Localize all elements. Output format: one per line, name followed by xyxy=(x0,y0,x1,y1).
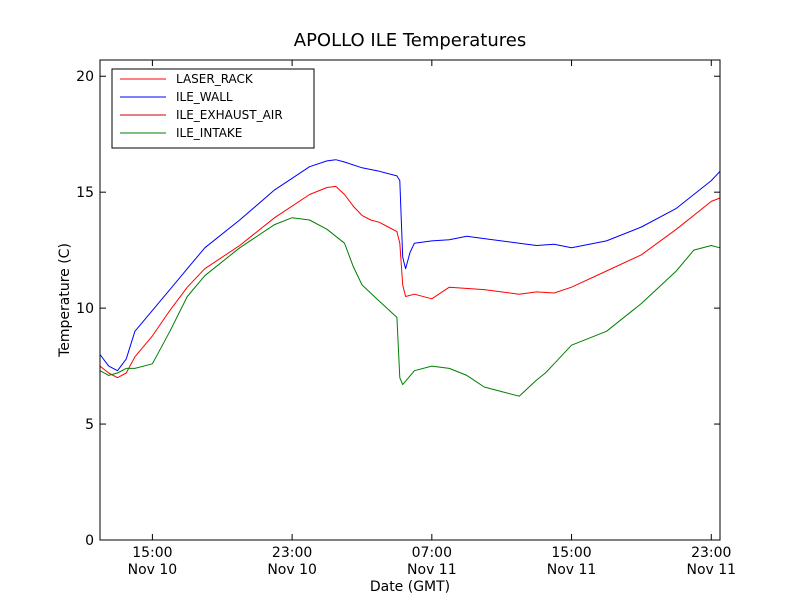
legend-box xyxy=(111,68,315,149)
series-line-ile-intake xyxy=(99,217,721,397)
x-tick-label-time: 15:00 xyxy=(551,545,591,561)
plot-frame xyxy=(99,59,721,541)
legend-entries: LASER_RACK ILE_WALL ILE_EXHAUST_AIR ILE_INT… xyxy=(120,72,283,140)
y-tick-label: 20 xyxy=(76,69,94,85)
series-line-laser-rack xyxy=(99,185,721,379)
x-tick-label-time: 15:00 xyxy=(132,545,172,561)
x-tick-label-date: Nov 11 xyxy=(407,562,457,578)
x-tick-label-date: Nov 10 xyxy=(128,562,178,578)
x-tick-label-time: 07:00 xyxy=(412,545,452,561)
x-tick-label-date: Nov 11 xyxy=(547,562,597,578)
legend-label: ILE_EXHAUST_AIR xyxy=(176,108,283,122)
y-axis-title: Temperature (C) xyxy=(57,243,73,358)
y-tick-label: 15 xyxy=(76,185,94,201)
x-tick-label-date: Nov 10 xyxy=(267,562,317,578)
plot-area xyxy=(99,159,721,397)
y-tick-label: 5 xyxy=(85,417,94,433)
legend-label: LASER_RACK xyxy=(176,72,254,86)
x-axis-title: Date (GMT) xyxy=(370,579,450,595)
chart-title: APOLLO ILE Temperatures xyxy=(294,30,526,51)
legend-label: ILE_WALL xyxy=(176,90,233,104)
x-tick-label-date: Nov 11 xyxy=(686,562,736,578)
legend: LASER_RACK ILE_WALL ILE_EXHAUST_AIR ILE_INT… xyxy=(111,68,315,149)
y-tick-label: 10 xyxy=(76,301,94,317)
y-tick-label: 0 xyxy=(85,533,94,549)
x-tick-label-time: 23:00 xyxy=(272,545,312,561)
series-line-ile-wall xyxy=(99,159,721,372)
x-tick-label-time: 23:00 xyxy=(691,545,731,561)
legend-label: ILE_INTAKE xyxy=(176,126,242,140)
